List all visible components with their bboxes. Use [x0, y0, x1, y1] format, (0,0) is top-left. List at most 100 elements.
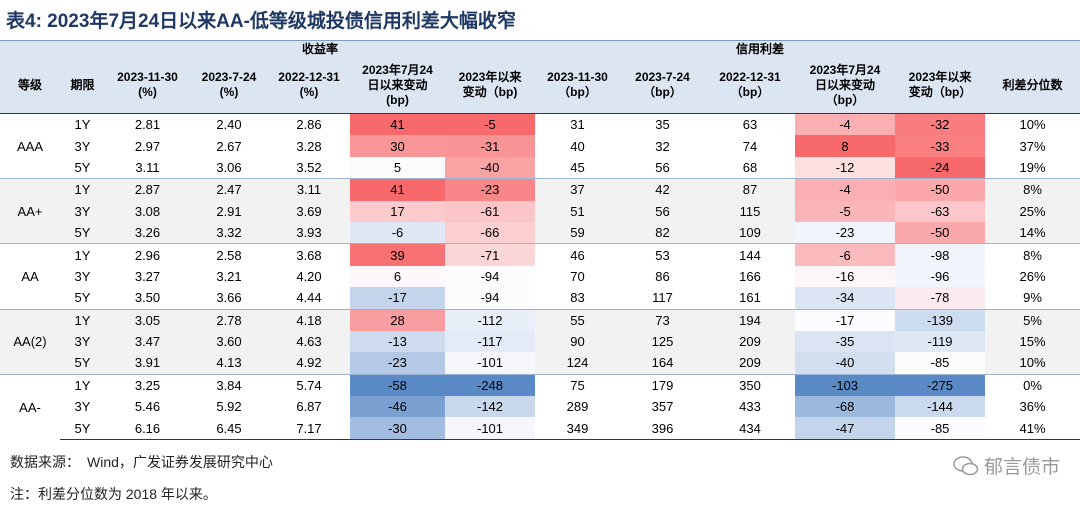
header-line: (%)	[299, 85, 319, 99]
value-cell: 36%	[1019, 399, 1046, 415]
value-cell: -139	[895, 308, 986, 331]
value-cell: 6.16	[105, 417, 190, 440]
table-row: 5Y 6.16 6.45 7.17 -30 -101 349 396 434 -47 -85 41%	[0, 417, 1080, 440]
table-row: 3Y 3.47 3.60 4.63 -13 -117 90 125 209 -35 -119 15%	[0, 330, 1080, 353]
table-row: AAA 1Y 2.81 2.40 2.86 41 -5 31 35 63 -4 -32 10%	[0, 112, 1080, 179]
value-cell: 2.87	[105, 178, 190, 201]
group-header-cell	[0, 40, 105, 57]
value-cell: -5	[795, 200, 895, 222]
value-cell: 5%	[985, 308, 1080, 331]
header-line: （bp）	[643, 85, 682, 99]
table: 收益率 信用利差 等级 期限 2023-11-30 (%) 2023-7-24 (%) 2022…	[0, 40, 1080, 440]
source: 数据来源： Wind，广发证券发展研究中心	[10, 454, 273, 470]
column-header: 利差分位数	[985, 57, 1080, 114]
group-header-cell: 收益率	[105, 40, 535, 57]
value-cell: 2.97	[134, 138, 161, 154]
value-cell: 90	[535, 330, 620, 353]
header-line: 日以来变动	[814, 77, 875, 92]
value-cell: 125	[620, 330, 705, 353]
term-cell: 3Y	[60, 330, 105, 353]
value-cell: 4.92	[268, 352, 350, 375]
group-header-row: 收益率 信用利差	[0, 40, 1080, 57]
header-line: (%)	[219, 85, 239, 99]
column-header: 2023-11-30 (%)	[105, 57, 190, 114]
value-cell: 166	[739, 268, 761, 284]
value-cell: -47	[795, 417, 895, 440]
table-row: 3Y 3.27 3.21 4.20 6 -94 70 86 166 -16 -96 26%	[0, 265, 1080, 288]
value-cell: -85	[895, 352, 986, 375]
value-cell: 3.66	[216, 290, 242, 306]
value-cell: -40	[795, 352, 895, 375]
value-cell: -142	[445, 396, 535, 418]
value-cell: -63	[895, 200, 986, 222]
column-header: 2023-11-30 （bp）	[535, 57, 620, 114]
term-cell: 5Y	[60, 352, 105, 375]
value-cell: 86	[655, 268, 670, 284]
value-cell: 17	[350, 200, 445, 222]
value-cell: -6	[795, 243, 895, 266]
value-cell: 10%	[985, 352, 1080, 375]
value-cell: -50	[895, 178, 986, 201]
value-cell: 0%	[985, 373, 1080, 397]
wechat-icon	[952, 456, 978, 476]
value-cell: 56	[620, 200, 705, 222]
column-header: 2022-12-31 （bp）	[705, 57, 795, 114]
note: 注：利差分位数为 2018 年以来。	[10, 486, 217, 502]
header-line: 2023年7月24	[809, 62, 881, 77]
column-header: 2023-7-24 (%)	[190, 57, 268, 114]
column-header: 2023-7-24 （bp）	[620, 57, 705, 114]
value-cell: -94	[445, 265, 535, 288]
value-cell: -78	[895, 287, 986, 310]
value-cell: 41	[350, 113, 445, 136]
value-cell: 144	[705, 243, 795, 266]
value-cell: 4.18	[268, 308, 350, 331]
value-cell: 3.08	[105, 200, 190, 222]
value-cell: -5	[445, 113, 535, 136]
value-cell: 194	[705, 308, 795, 331]
value-cell: 32	[655, 138, 670, 154]
value-cell: 161	[739, 290, 761, 306]
value-cell: -144	[895, 396, 986, 418]
value-cell: -68	[795, 396, 895, 418]
value-cell: 30	[350, 135, 445, 157]
header-line: 2023-11-30	[547, 70, 608, 84]
value-cell: -16	[795, 265, 895, 288]
value-cell: -33	[895, 135, 986, 157]
value-cell: 3.91	[105, 352, 190, 375]
value-cell: 56	[655, 159, 670, 175]
value-cell: -112	[445, 308, 535, 331]
value-cell: 3.06	[216, 159, 242, 175]
value-cell: 8	[795, 135, 895, 157]
grade-cell: AA(2)	[0, 308, 60, 375]
value-cell: 4.44	[296, 290, 322, 306]
value-cell: -13	[350, 330, 445, 353]
value-cell: 3.60	[190, 330, 268, 353]
table-row: 5Y 3.50 3.66 4.44 -17 -94 83 117 161 -34 -78 9%	[0, 287, 1080, 310]
value-cell: 68	[742, 159, 758, 175]
table-body: AAA 1Y 2.81 2.40 2.86 41 -5 31 35 63 -4 -32 10% 3Y 2.9…	[0, 112, 1080, 440]
value-cell: 2.81	[105, 113, 190, 136]
value-cell: 4.13	[190, 352, 268, 375]
watermark-text: 郁言债市	[983, 457, 1060, 478]
value-cell: -101	[445, 352, 535, 375]
value-cell: -103	[795, 373, 895, 397]
value-cell: -23	[445, 178, 535, 201]
header-line: (bp)	[386, 92, 409, 107]
value-cell: 40	[570, 138, 585, 154]
value-cell: 2.96	[105, 243, 190, 266]
table-row: AA- 1Y 3.25 3.84 5.74 -58 -248 75 179 350 -103 -275…	[0, 373, 1080, 440]
value-cell: 5.92	[216, 399, 242, 415]
value-cell: -50	[895, 221, 986, 244]
grade-cell: AA	[0, 243, 60, 310]
value-cell: 2.47	[190, 178, 268, 201]
value-cell: -119	[895, 330, 986, 353]
value-cell: 3.50	[134, 290, 161, 306]
header-line: 2022-12-31	[719, 70, 781, 84]
value-cell: 51	[535, 200, 620, 222]
table-row: 5Y 3.26 3.32 3.93 -6 -66 59 82 109 -23 -50 14%	[0, 221, 1080, 244]
value-cell: 75	[535, 373, 620, 397]
group-header-cell: 信用利差	[535, 40, 986, 57]
value-cell: 357	[651, 399, 674, 415]
value-cell: 53	[620, 243, 705, 266]
